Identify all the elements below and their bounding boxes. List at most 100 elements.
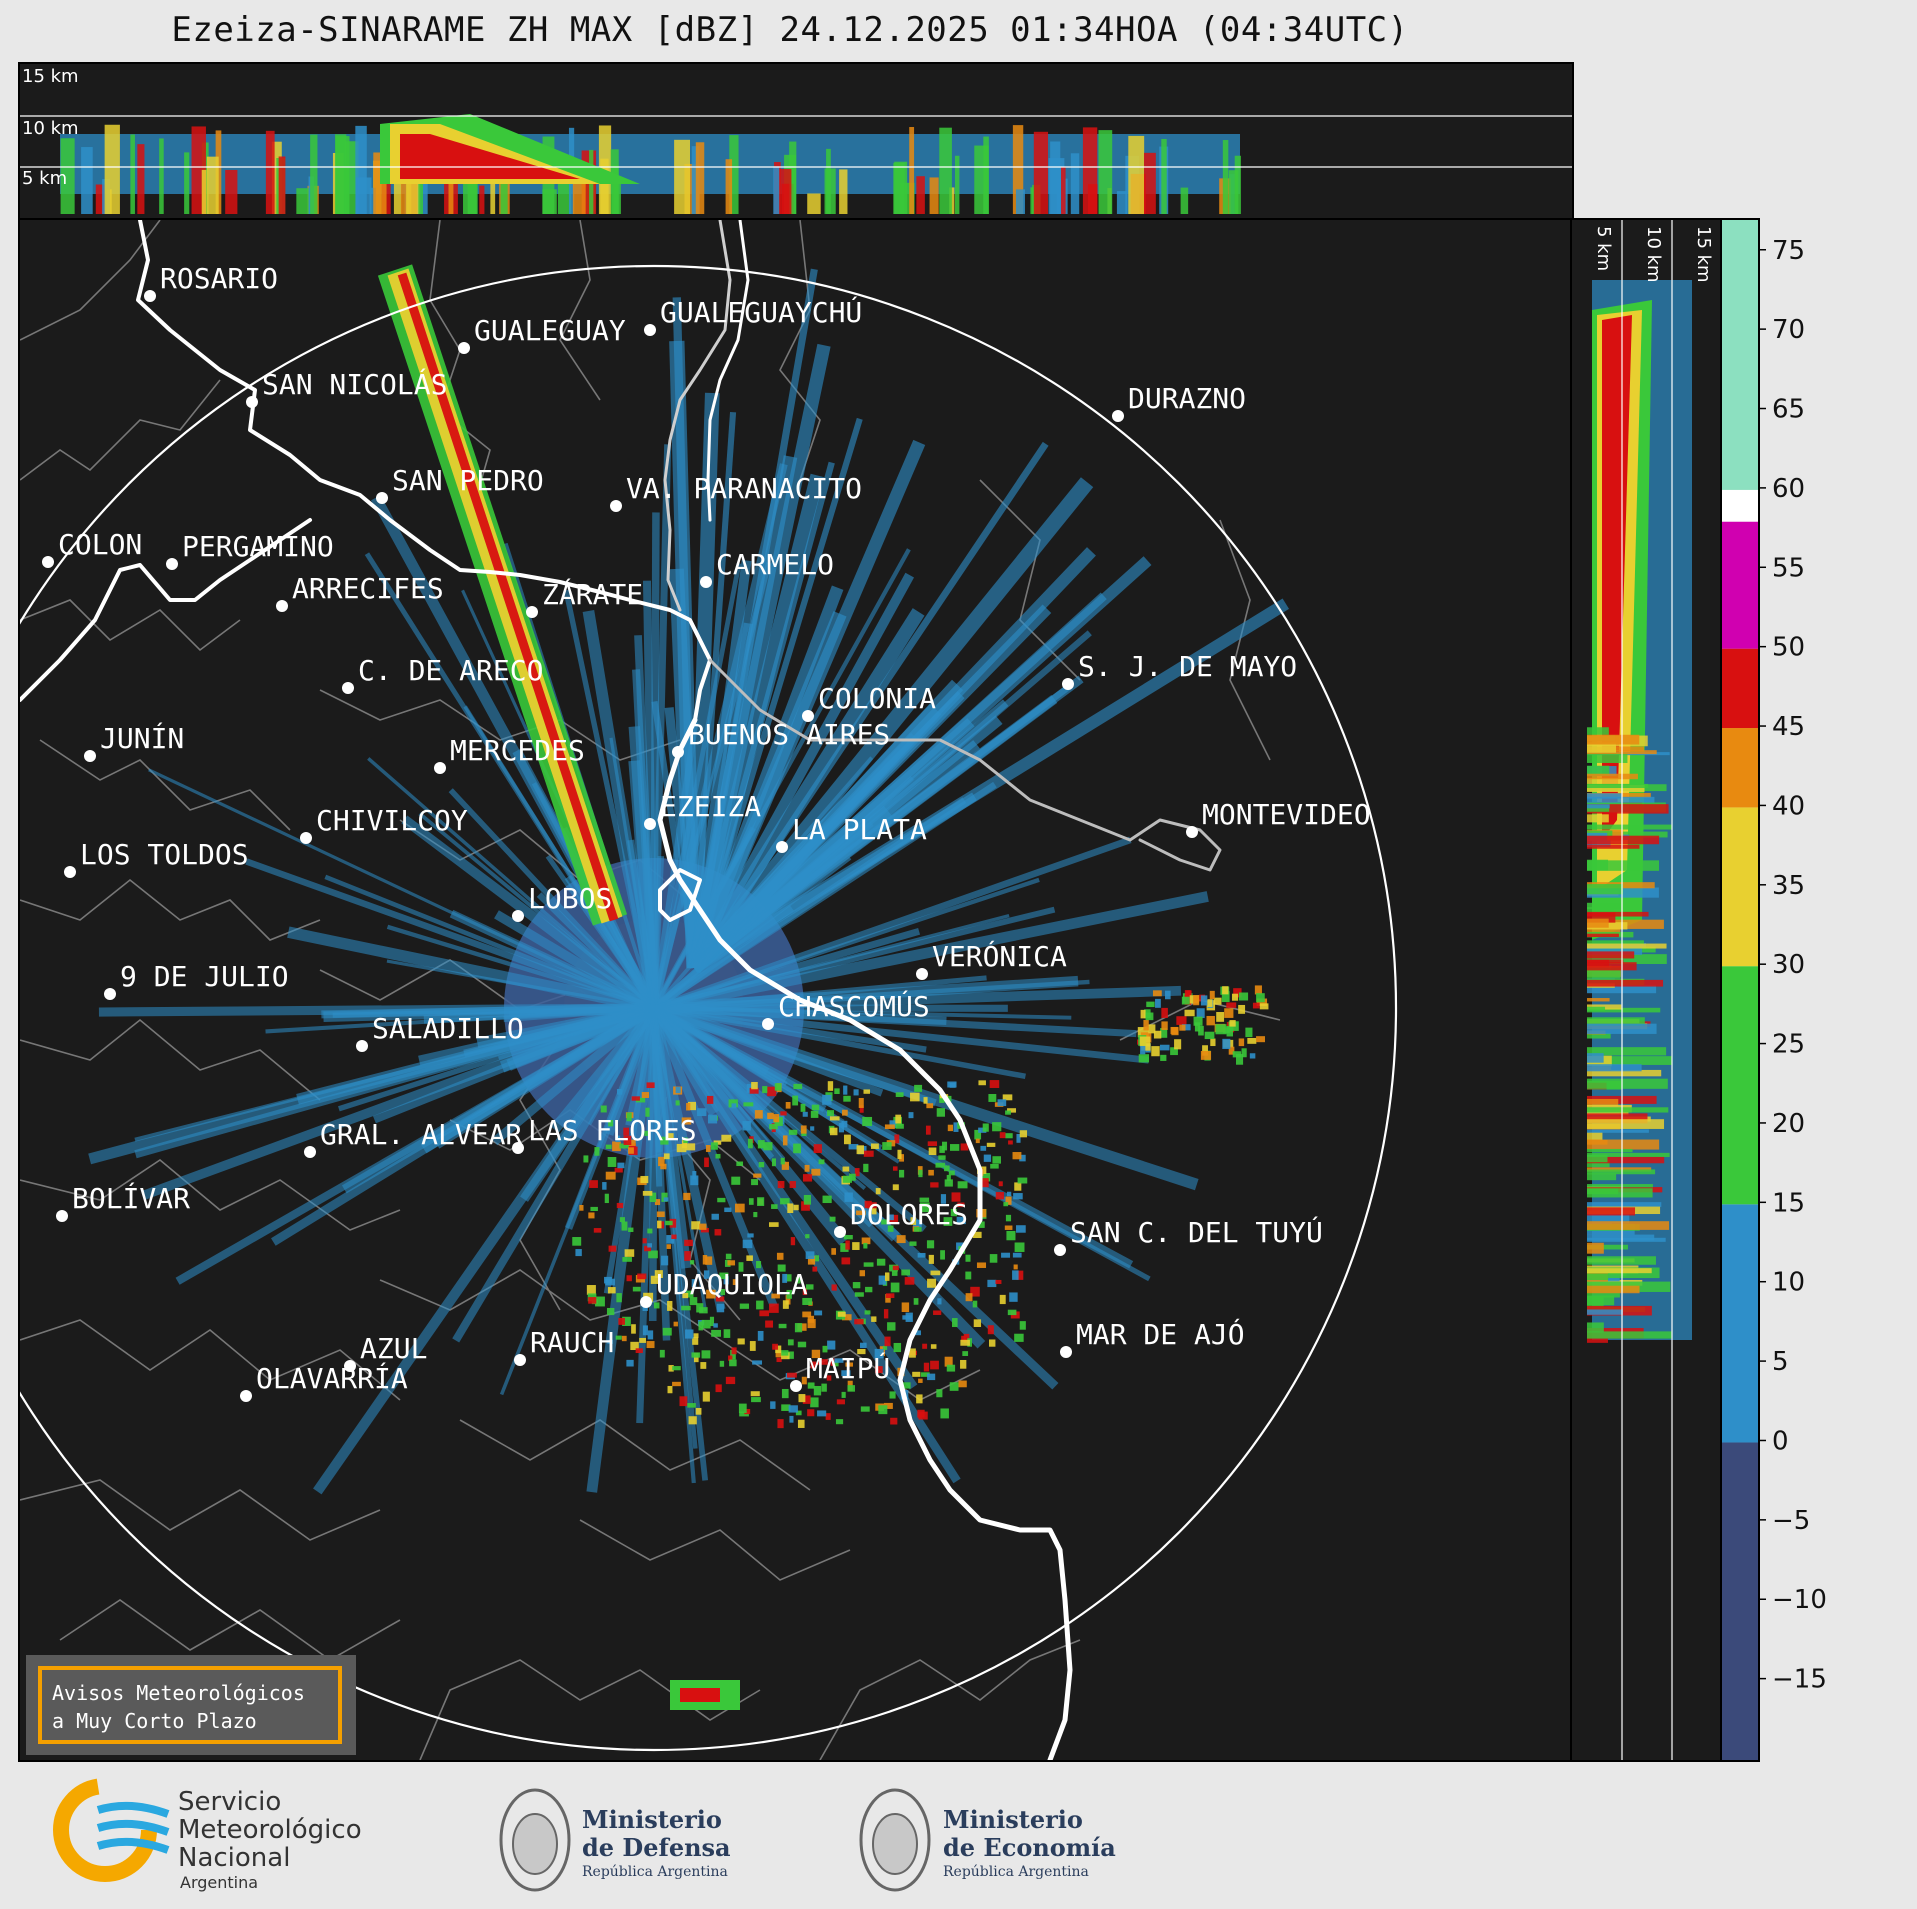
top-echo-cell <box>1030 187 1036 214</box>
city-label: SAN NICOLÁS <box>262 367 447 401</box>
echo-spoke <box>689 572 915 971</box>
echo-cell <box>935 1162 946 1168</box>
echo-cell <box>691 1221 701 1230</box>
side-echo-cell <box>1587 1113 1648 1124</box>
echo-cell <box>657 1220 662 1229</box>
echo-cell <box>841 1391 846 1398</box>
city-durazno: DURAZNO <box>1112 382 1246 422</box>
echo-cell <box>702 1391 710 1402</box>
echo-cell <box>947 1081 957 1088</box>
echo-cell <box>777 1180 785 1189</box>
echo-cell <box>642 1325 648 1336</box>
echo-cell <box>639 1337 646 1343</box>
city-dolores: DOLORES <box>834 1198 968 1238</box>
side-echo-cell <box>1587 778 1624 788</box>
city-san-c-del-tuy-: SAN C. DEL TUYÚ <box>1054 1215 1323 1256</box>
echo-cell <box>853 1089 859 1096</box>
warning-box[interactable]: Avisos Meteorológicos a Muy Corto Plazo <box>26 1655 356 1755</box>
echo-cell <box>829 1216 836 1222</box>
side-echo-cell <box>1587 1322 1604 1333</box>
side-echo-cell <box>1587 783 1649 789</box>
side-echo-cell <box>1587 1285 1640 1294</box>
top-echo-cell <box>725 159 733 214</box>
echo-cell <box>706 1289 716 1299</box>
top-echo-cell <box>1061 166 1066 214</box>
echo-cell <box>780 1111 787 1116</box>
side-echo-cell <box>1587 734 1640 745</box>
echo-cell <box>917 1409 925 1418</box>
echo-spoke <box>650 1004 877 1228</box>
echo-cell <box>731 1103 737 1109</box>
city-marker <box>790 1380 802 1392</box>
echo-spoke <box>313 1005 659 1495</box>
smn-logo[interactable]: Servicio Meteorológico Nacional Argentin… <box>53 1778 362 1892</box>
city-marker <box>802 710 814 722</box>
city-maip-: MAIPÚ <box>790 1351 890 1392</box>
economia-line3: República Argentina <box>943 1864 1089 1880</box>
city-labels: ROSARIO GUALEGUAYCHÚ GUALEGUAY SAN NICOLÁS D… <box>42 262 1371 1402</box>
top-height-label-5km: 5 km <box>22 168 67 189</box>
echo-cell <box>780 1198 790 1205</box>
side-echo-cell <box>1587 959 1624 963</box>
city-marker <box>644 324 656 336</box>
top-echo-cell <box>789 141 797 214</box>
echo-cell <box>807 1319 816 1329</box>
echo-cell <box>1207 999 1213 1007</box>
echo-cell <box>1140 1045 1146 1055</box>
range-ring <box>20 265 1397 1751</box>
echo-cell <box>1152 990 1162 997</box>
echo-cell <box>723 1329 731 1338</box>
echo-cell <box>822 1195 832 1204</box>
echo-cell <box>888 1214 894 1221</box>
echo-cell <box>812 1266 818 1272</box>
smn-line3: Nacional <box>178 1843 290 1873</box>
warning-box-line2: a Muy Corto Plazo <box>52 1709 257 1733</box>
echo-cell <box>822 1094 832 1105</box>
echo-cell <box>681 1305 691 1311</box>
echo-cell <box>829 1116 840 1121</box>
echo-cell <box>767 1086 777 1097</box>
side-echo-cell <box>1587 943 1667 949</box>
coastline-rivers <box>20 220 1222 1760</box>
city-ver-nica: VERÓNICA <box>916 939 1067 980</box>
echo-cell <box>676 1143 687 1153</box>
city-label: MAR DE AJÓ <box>1076 1317 1245 1351</box>
echo-cell <box>1193 995 1200 1006</box>
side-echo-cell <box>1587 1148 1633 1153</box>
colorbar-band <box>1722 1442 1758 1760</box>
echo-cell <box>642 1305 648 1312</box>
echo-cell <box>775 1345 782 1354</box>
echo-cell <box>1012 1252 1022 1258</box>
side-echo-cell <box>1587 1152 1670 1158</box>
echo-cell <box>930 1182 939 1188</box>
ministerio-economia-logo[interactable]: Ministerio de Economía República Argenti… <box>859 1788 1116 1892</box>
echo-cell <box>963 1333 970 1343</box>
echo-cell <box>1210 1038 1216 1047</box>
side-echo-cell <box>1587 1309 1623 1315</box>
echo-cell <box>818 1159 825 1165</box>
echo-cell <box>923 1097 928 1104</box>
ministerio-defensa-logo[interactable]: Ministerio de Defensa República Argentin… <box>499 1788 731 1892</box>
echo-cell <box>621 1221 628 1231</box>
echo-cell <box>912 1219 922 1228</box>
echo-cell <box>681 1140 688 1149</box>
echo-cell <box>593 1228 602 1233</box>
echo-cell <box>854 1168 860 1177</box>
echo-cell <box>983 1154 992 1162</box>
echo-cell <box>940 1250 945 1260</box>
echo-cell <box>1002 1094 1013 1101</box>
echo-cell <box>801 1376 807 1385</box>
echo-cell <box>1014 1333 1024 1342</box>
echo-cell <box>1256 1036 1265 1043</box>
echo-cell <box>612 1141 621 1152</box>
echo-cell <box>992 1122 1002 1132</box>
echo-cell <box>987 1325 994 1335</box>
echo-cell <box>744 1408 751 1415</box>
echo-cell <box>933 1310 942 1315</box>
top-echo-cell <box>939 127 952 214</box>
echo-cell <box>686 1290 694 1298</box>
echo-cell <box>785 1295 791 1305</box>
echo-cell <box>661 1192 668 1202</box>
echo-cell <box>705 1256 713 1265</box>
echo-cell <box>617 1162 625 1169</box>
